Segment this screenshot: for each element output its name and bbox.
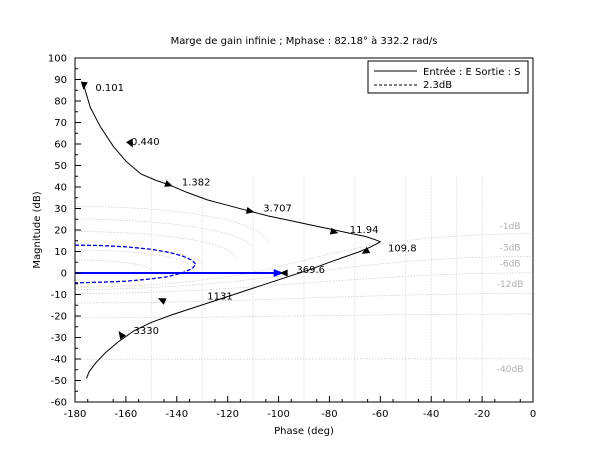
y-tick-label: -40 <box>51 355 67 366</box>
y-tick-label: 50 <box>54 161 67 172</box>
y-axis-ticks: -60 -50 -40 -30 -20 -10 0 10 20 30 40 50 60 70 80 90 100 <box>48 54 81 409</box>
y-tick-label: 90 <box>54 75 67 86</box>
y-tick-label: 0 <box>61 269 67 280</box>
frequency-marker <box>245 207 255 214</box>
nichols-curve <box>83 85 382 379</box>
legend-label-2: 2.3dB <box>423 80 452 91</box>
frequency-label: 3.707 <box>263 204 292 215</box>
contour-labels: -1dB -3dB -6dB -12dB -40dB <box>497 222 524 375</box>
y-tick-label: 30 <box>54 204 67 215</box>
legend-box <box>367 60 529 94</box>
frequency-label: 1.382 <box>182 178 211 189</box>
series-layer <box>74 85 382 379</box>
frequency-label: 109.8 <box>388 243 417 254</box>
y-axis-label: Magnitude (dB) <box>32 191 43 268</box>
contour-label: -12dB <box>497 280 524 290</box>
iso-gain-contour <box>75 206 269 243</box>
legend-label-1: Entrée : E Sortie : S <box>423 66 521 78</box>
x-tick-label: 0 <box>530 409 536 420</box>
y-tick-label: -30 <box>51 333 67 344</box>
legend: Entrée : E Sortie : S 2.3dB <box>367 60 529 94</box>
frequency-marker <box>118 330 126 340</box>
x-tick-label: -80 <box>321 409 337 420</box>
frequency-marker <box>361 246 371 254</box>
y-tick-label: -20 <box>51 312 67 323</box>
frequency-marker <box>279 269 288 277</box>
frequency-markers <box>80 81 371 340</box>
frequency-label: 11.94 <box>350 225 379 236</box>
y-tick-label: 100 <box>48 54 67 65</box>
frequency-marker <box>80 81 88 90</box>
y-tick-label: 20 <box>54 226 67 237</box>
frequency-labels: 0.101 0.440 1.382 3.707 11.94 109.8 369.6 1131 3… <box>95 83 416 337</box>
iso-gain-contour <box>75 259 152 270</box>
y-tick-label: -50 <box>51 376 67 387</box>
x-tick-label: -120 <box>216 409 239 420</box>
y-tick-label: 80 <box>54 97 67 108</box>
x-tick-label: -180 <box>64 409 87 420</box>
contour-label: -1dB <box>500 222 521 232</box>
x-axis-label: Phase (deg) <box>274 426 334 437</box>
frequency-marker <box>125 138 133 148</box>
frequency-marker <box>329 227 339 235</box>
frequency-label: 0.440 <box>131 137 160 148</box>
iso-gain-contour <box>75 272 533 294</box>
x-tick-label: -100 <box>267 409 290 420</box>
x-tick-label: -60 <box>372 409 388 420</box>
y-tick-label: 60 <box>54 140 67 151</box>
y-tick-label: 10 <box>54 247 67 258</box>
zero-db-arrow-head <box>273 269 284 277</box>
iso-gain-contour <box>75 249 190 266</box>
frequency-marker <box>157 298 167 305</box>
contour-label: -40dB <box>497 365 524 375</box>
frequency-marker <box>164 180 173 187</box>
y-tick-label: 40 <box>54 183 67 194</box>
chart-title: Marge de gain infinie ; Mphase : 82.18° … <box>171 35 438 47</box>
contour-label: -3dB <box>500 243 521 253</box>
x-tick-label: -140 <box>165 409 188 420</box>
x-tick-label: -160 <box>115 409 138 420</box>
y-tick-label: 70 <box>54 118 67 129</box>
frequency-label: 0.101 <box>95 83 124 94</box>
frequency-label: 369.6 <box>296 265 325 276</box>
frequency-label: 1131 <box>207 292 232 303</box>
y-tick-label: -60 <box>51 398 67 409</box>
frequency-label: 3330 <box>134 326 159 337</box>
x-tick-label: -40 <box>423 409 439 420</box>
contour-label: -6dB <box>500 260 521 270</box>
x-tick-label: -20 <box>474 409 490 420</box>
y-tick-label: -10 <box>51 290 67 301</box>
x-axis-ticks: -180 -160 -140 -120 -100 -80 -60 -40 -20 0 <box>64 396 536 420</box>
